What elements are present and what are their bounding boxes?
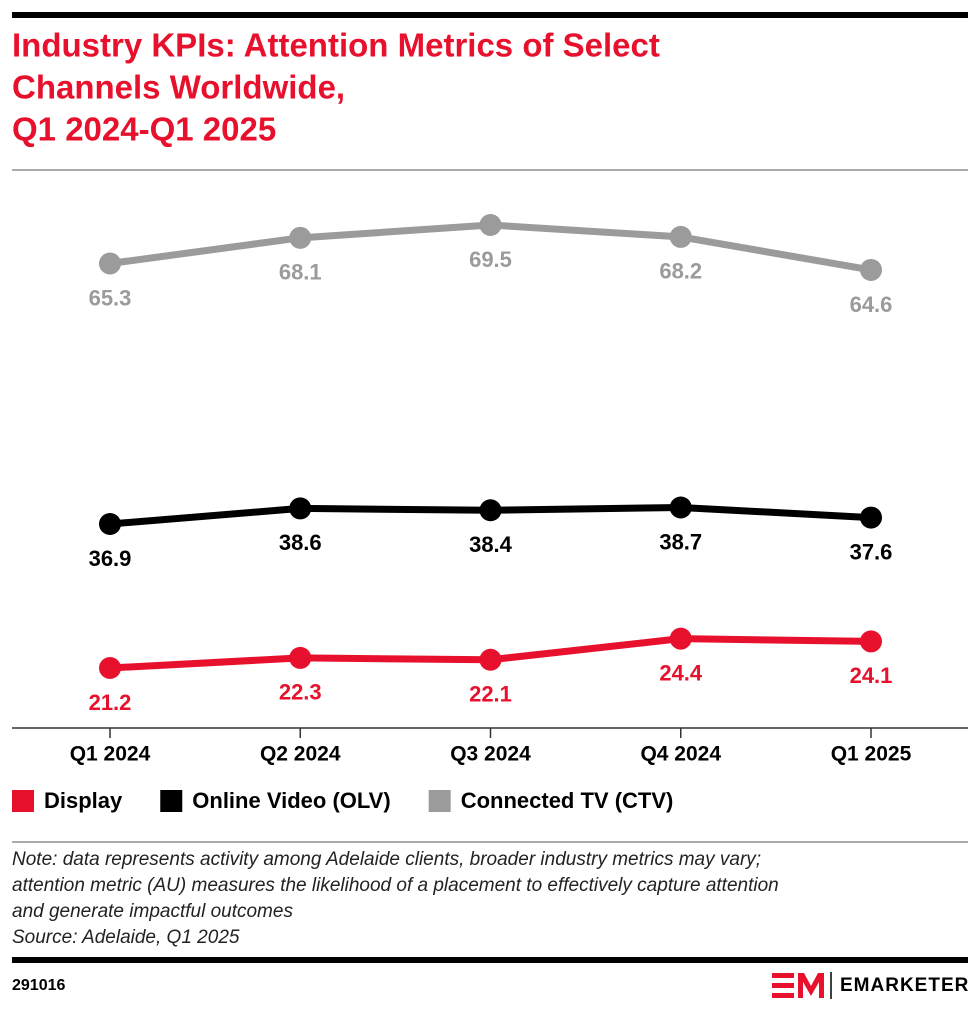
data-label: 38.7 <box>659 529 702 554</box>
data-label: 21.2 <box>89 690 132 715</box>
data-point <box>860 630 882 653</box>
data-point <box>99 252 121 275</box>
legend-label: Display <box>44 788 123 813</box>
data-label: 37.6 <box>850 539 893 564</box>
data-label: 36.9 <box>89 546 132 571</box>
source: Source: Adelaide, Q1 2025 <box>12 927 240 948</box>
data-point <box>289 226 312 249</box>
data-point <box>289 646 312 669</box>
data-label: 65.3 <box>89 285 132 310</box>
data-point <box>479 214 502 236</box>
brand: EMARKETER <box>840 975 969 996</box>
data-point <box>289 497 312 520</box>
data-label: 22.3 <box>279 680 322 705</box>
data-label: 64.6 <box>850 292 893 317</box>
data-point <box>479 499 502 522</box>
x-tick-label: Q1 2025 <box>831 743 912 766</box>
legend-swatch <box>428 790 451 812</box>
note: Note: data represents activity among Ade… <box>12 849 761 870</box>
chart-title: Industry KPIs: Attention Metrics of Sele… <box>12 27 660 64</box>
data-point <box>669 496 692 519</box>
data-label: 69.5 <box>469 247 512 272</box>
data-point <box>479 648 502 671</box>
note: and generate impactful outcomes <box>12 901 293 922</box>
legend-swatch <box>160 790 183 812</box>
data-point <box>99 513 121 536</box>
data-label: 22.1 <box>469 682 512 707</box>
data-label: 24.4 <box>659 660 703 685</box>
data-label: 24.1 <box>850 663 893 688</box>
x-tick-label: Q2 2024 <box>260 743 341 766</box>
top-bar <box>12 12 968 18</box>
x-tick-label: Q4 2024 <box>640 743 721 766</box>
legend-swatch <box>12 790 34 812</box>
logo-mark <box>772 973 824 998</box>
data-point <box>669 627 692 650</box>
data-point <box>860 258 882 281</box>
chart-id: 291016 <box>12 977 65 994</box>
x-tick-label: Q1 2024 <box>70 743 151 766</box>
data-label: 68.2 <box>659 259 702 284</box>
legend-label: Online Video (OLV) <box>192 788 390 813</box>
data-label: 38.6 <box>279 530 322 555</box>
data-point <box>99 657 121 679</box>
chart-title: Q1 2024-Q1 2025 <box>12 111 276 148</box>
chart-title: Channels Worldwide, <box>12 69 345 106</box>
bottom-bar <box>12 957 968 963</box>
data-point <box>669 225 692 248</box>
x-tick-label: Q3 2024 <box>450 743 531 766</box>
legend-label: Connected TV (CTV) <box>461 788 674 813</box>
note: attention metric (AU) measures the likel… <box>12 875 779 896</box>
data-point <box>860 506 882 529</box>
data-label: 68.1 <box>279 260 322 285</box>
data-label: 38.4 <box>469 532 513 557</box>
